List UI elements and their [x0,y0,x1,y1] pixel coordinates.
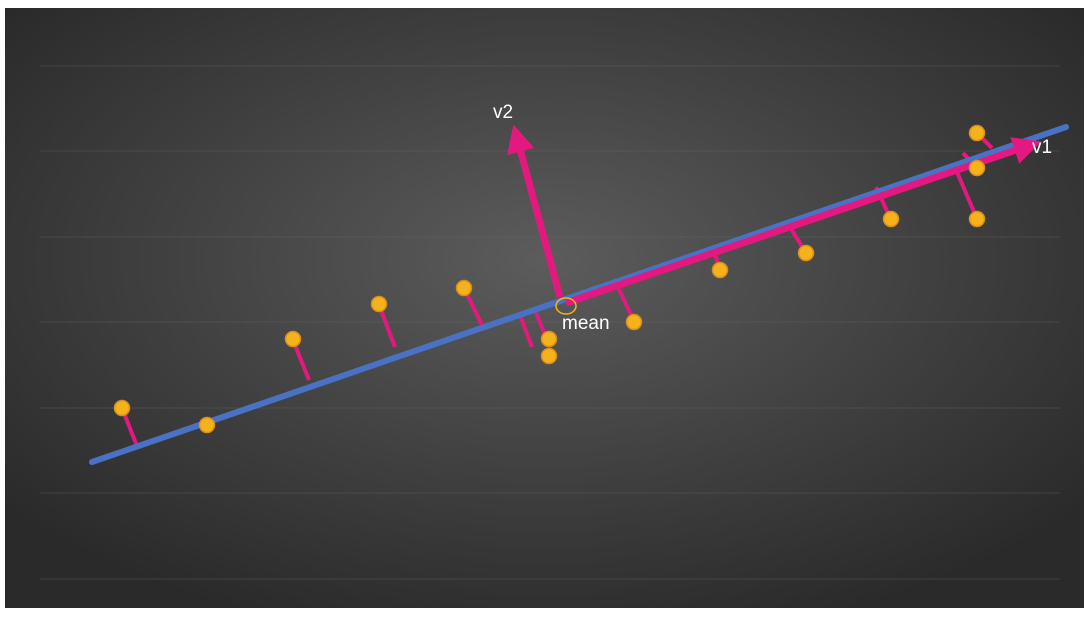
data-point [968,210,986,228]
principal-component-line [89,124,1069,465]
data-point [968,159,986,177]
projection-segment [955,171,979,220]
data-point [284,330,302,348]
v2-vector-arrow [507,124,564,298]
v1-vector-arrow [564,137,1042,307]
data-points [113,124,986,434]
data-point [797,244,815,262]
mean-marker [555,297,577,315]
grid-lines [40,65,1060,580]
data-point [968,124,986,142]
data-point [198,416,216,434]
v2-label: v2 [493,102,513,123]
mean-label: mean [562,313,610,334]
data-point [711,261,729,279]
data-point [113,399,131,417]
data-point [625,313,643,331]
v1-label: v1 [1032,137,1052,158]
data-point [370,295,388,313]
data-point [455,279,473,297]
projection-segment [518,314,534,348]
projection-segment [377,304,397,348]
data-point [540,330,558,348]
data-point [540,347,558,365]
data-point [882,210,900,228]
